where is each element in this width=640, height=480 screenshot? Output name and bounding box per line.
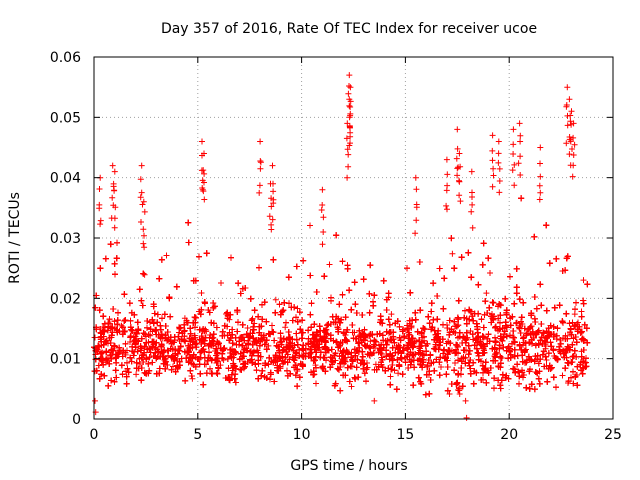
roti-data-marks <box>91 195 591 398</box>
y-tick-label: 0.03 <box>50 231 81 247</box>
y-axis-label: ROTI / TECUs <box>7 192 23 284</box>
y-tick-label: 0.02 <box>50 291 81 307</box>
x-tick-label: 25 <box>604 427 622 443</box>
y-tick-label: 0.01 <box>50 352 81 368</box>
x-tick-labels: 0 5 10 15 20 25 <box>90 427 622 443</box>
chart-title: Day 357 of 2016, Rate Of TEC Index for r… <box>161 21 537 37</box>
x-tick-label: 20 <box>500 427 518 443</box>
x-tick-label: 0 <box>90 427 99 443</box>
axis-ticks <box>93 56 614 420</box>
x-tick-label: 5 <box>193 427 202 443</box>
y-tick-label: 0.04 <box>50 171 81 187</box>
y-tick-label: 0.06 <box>50 50 81 66</box>
y-tick-label: 0 <box>72 412 81 428</box>
x-tick-label: 10 <box>293 427 311 443</box>
plot-frame <box>93 56 614 420</box>
x-axis-label: GPS time / hours <box>290 458 407 474</box>
data-points <box>91 72 591 421</box>
x-tick-label: 15 <box>396 427 414 443</box>
grid-lines <box>94 57 613 419</box>
y-tick-labels: 0 0.01 0.02 0.03 0.04 0.05 0.06 <box>50 50 81 428</box>
roti-data-marks <box>92 72 578 421</box>
y-tick-label: 0.05 <box>50 110 81 126</box>
